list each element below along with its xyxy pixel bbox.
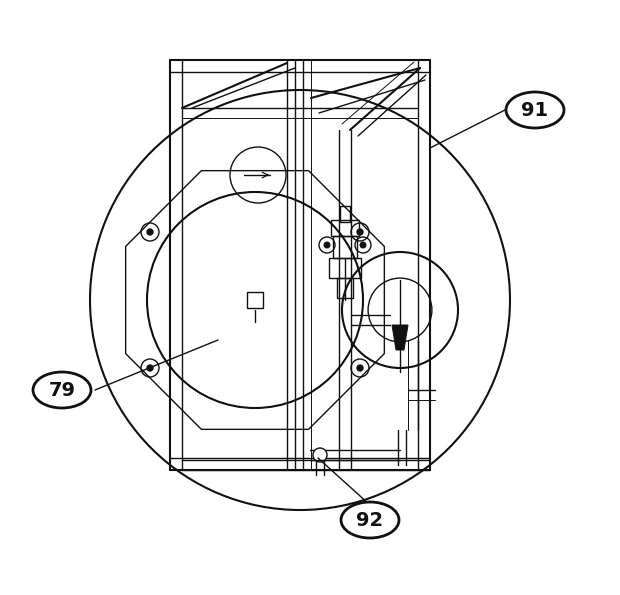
Text: 79: 79 [48,380,76,399]
Bar [337,278,353,298]
Circle shape [147,229,153,235]
Circle shape [357,365,363,371]
Text: 91: 91 [521,101,549,120]
Ellipse shape [341,502,399,538]
Text: 92: 92 [356,511,384,530]
Circle shape [313,448,327,462]
Bar [340,206,350,222]
Polygon shape [392,325,408,350]
Circle shape [357,229,363,235]
Bar [333,236,357,258]
Circle shape [360,242,366,248]
Ellipse shape [33,372,91,408]
Circle shape [147,365,153,371]
Ellipse shape [506,92,564,128]
Bar [331,220,359,236]
Bar [329,258,361,278]
Bar [247,292,263,308]
Circle shape [324,242,330,248]
